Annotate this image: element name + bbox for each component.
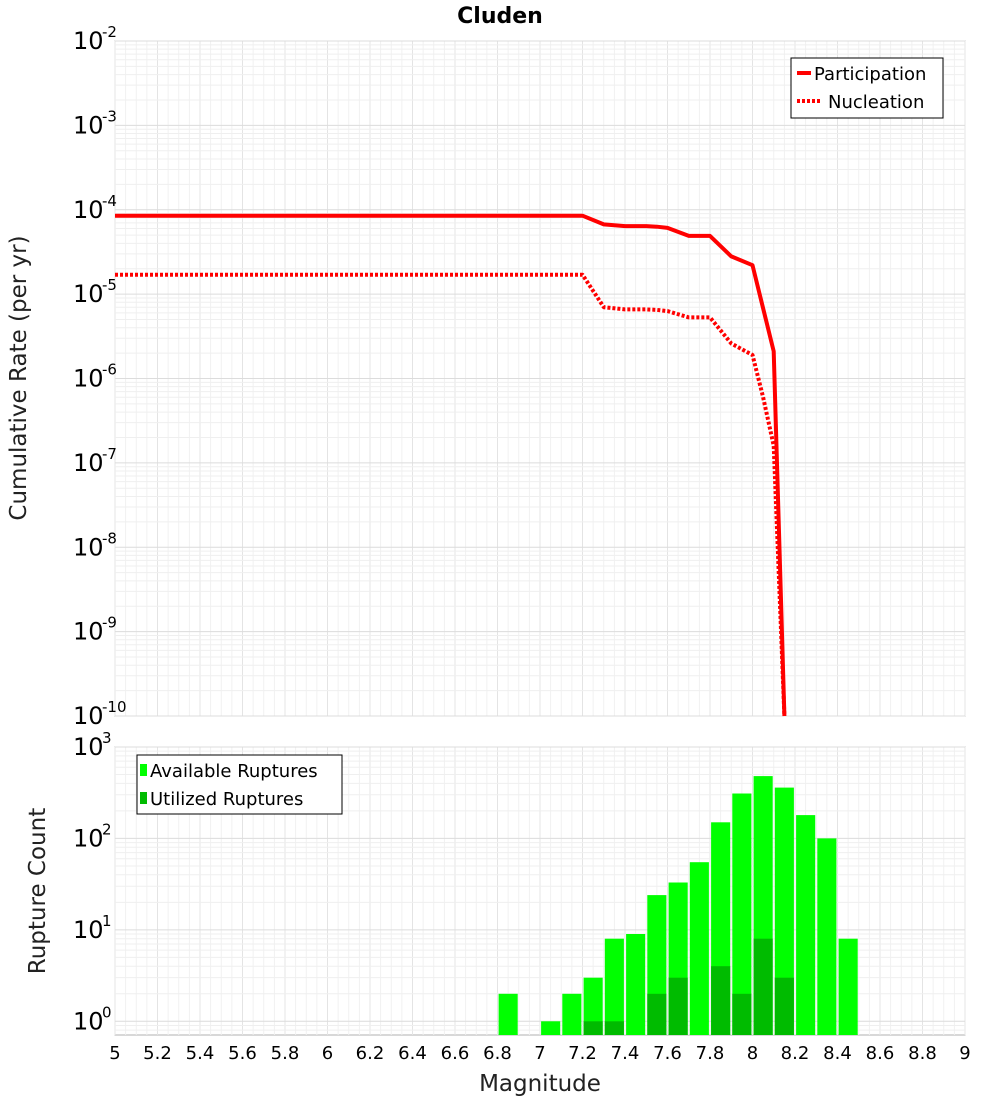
legend-participation-label: Participation (814, 64, 926, 85)
available-rupture-bar (689, 862, 709, 1035)
rate-y-tick-exponent: -3 (102, 107, 117, 125)
x-tick-label: 8.4 (823, 1043, 852, 1064)
rate-y-tick-label: 10 (73, 533, 104, 561)
rate-y-ticks: 10-210-310-410-510-610-710-810-910-10 (73, 23, 127, 730)
x-tick-label: 6 (322, 1043, 333, 1064)
rate-y-axis-label: Cumulative Rate (per yr) (6, 235, 32, 520)
available-rupture-bar (817, 838, 837, 1035)
rupture-y-tick-exponent: 3 (102, 729, 112, 747)
utilized-rupture-bar (647, 993, 667, 1035)
available-rupture-bar (583, 977, 603, 1035)
legend-available-label: Available Ruptures (150, 761, 318, 782)
x-tick-label: 7.2 (568, 1043, 597, 1064)
rupture-y-tick-exponent: 1 (102, 912, 112, 930)
rupture-y-tick-label: 10 (73, 916, 104, 944)
available-rupture-bar (732, 793, 752, 1035)
rate-y-tick-exponent: -4 (102, 192, 117, 210)
utilized-rupture-bar (774, 977, 794, 1035)
rate-y-tick-exponent: -9 (102, 614, 117, 632)
rupture-legend-box (136, 754, 343, 815)
x-tick-label: 7.4 (611, 1043, 640, 1064)
rupture-legend: Available Ruptures Utilized Ruptures (136, 754, 343, 815)
available-rupture-bar (774, 787, 794, 1035)
utilized-rupture-bar (711, 966, 731, 1035)
rupture-bars (498, 776, 858, 1035)
rate-y-tick-label: 10 (73, 365, 104, 393)
x-tick-label: 8 (747, 1043, 758, 1064)
available-rupture-bar (838, 938, 858, 1035)
rate-y-tick-label: 10 (73, 618, 104, 646)
rate-y-tick-exponent: -7 (102, 445, 117, 463)
rate-y-tick-label: 10 (73, 702, 104, 730)
legend-utilized-label: Utilized Ruptures (150, 789, 303, 810)
x-tick-label: 7 (534, 1043, 545, 1064)
x-tick-label: 5.2 (143, 1043, 172, 1064)
x-tick-label: 5.8 (271, 1043, 300, 1064)
rate-y-tick-exponent: -10 (102, 698, 127, 716)
x-tick-label: 5.4 (186, 1043, 215, 1064)
rupture-y-tick-label: 10 (73, 1007, 104, 1035)
rupture-y-tick-label: 10 (73, 824, 104, 852)
rate-y-tick-label: 10 (73, 27, 104, 55)
rate-grid (114, 40, 966, 717)
rate-series (115, 213, 787, 717)
x-tick-label: 5 (109, 1043, 120, 1064)
available-rupture-bar (796, 815, 816, 1035)
available-rupture-bar (604, 938, 624, 1035)
rate-y-tick-exponent: -2 (102, 23, 117, 41)
rate-legend: Participation Nucleation (790, 57, 944, 119)
legend-utilized-swatch (140, 792, 147, 804)
utilized-rupture-bar (668, 977, 688, 1035)
legend-nucleation-label: Nucleation (828, 92, 924, 113)
chart-title: Cluden (457, 4, 543, 29)
x-tick-label: 8.8 (908, 1043, 937, 1064)
available-rupture-bar (541, 1021, 561, 1035)
utilized-rupture-bar (732, 993, 752, 1035)
x-tick-label: 7.6 (653, 1043, 682, 1064)
x-tick-label: 6.2 (356, 1043, 385, 1064)
rate-y-tick-exponent: -8 (102, 529, 117, 547)
rupture-y-tick-exponent: 2 (102, 820, 112, 838)
x-tick-label: 6.6 (441, 1043, 470, 1064)
series-nucleation-line (115, 272, 787, 717)
utilized-rupture-bar (604, 1021, 624, 1035)
x-tick-label: 8.2 (781, 1043, 810, 1064)
rupture-y-axis-label: Rupture Count (25, 808, 51, 974)
rupture-y-tick-exponent: 0 (102, 1003, 112, 1021)
x-axis-label: Magnitude (479, 1071, 601, 1097)
rate-y-tick-label: 10 (73, 111, 104, 139)
rate-y-tick-label: 10 (73, 280, 104, 308)
rate-y-tick-exponent: -5 (102, 276, 117, 294)
x-tick-label: 9 (959, 1043, 970, 1064)
rate-y-tick-exponent: -6 (102, 361, 117, 379)
available-rupture-bar (626, 934, 646, 1035)
x-tick-label: 8.6 (866, 1043, 895, 1064)
x-tick-label: 6.4 (398, 1043, 427, 1064)
x-tick-label: 7.8 (696, 1043, 725, 1064)
rate-y-tick-label: 10 (73, 196, 104, 224)
rupture-x-ticks: 5 5.2 5.4 5.6 5.8 6 6.2 6.4 6.6 6.8 7 7.2 7.4 7.6 7.8 8… (109, 1043, 970, 1064)
rate-legend-box (790, 57, 944, 119)
series-participation-line (115, 213, 787, 717)
x-tick-label: 5.6 (228, 1043, 257, 1064)
rate-chart: 10-210-310-410-510-610-710-810-910-10 Cu… (6, 23, 966, 730)
rupture-y-tick-label: 10 (73, 733, 104, 761)
legend-available-swatch (140, 764, 147, 776)
rate-y-tick-label: 10 (73, 449, 104, 477)
x-tick-label: 6.8 (483, 1043, 512, 1064)
utilized-rupture-bar (753, 938, 773, 1035)
available-rupture-bar (498, 993, 518, 1035)
utilized-rupture-bar (583, 1021, 603, 1035)
available-rupture-bar (562, 993, 582, 1035)
